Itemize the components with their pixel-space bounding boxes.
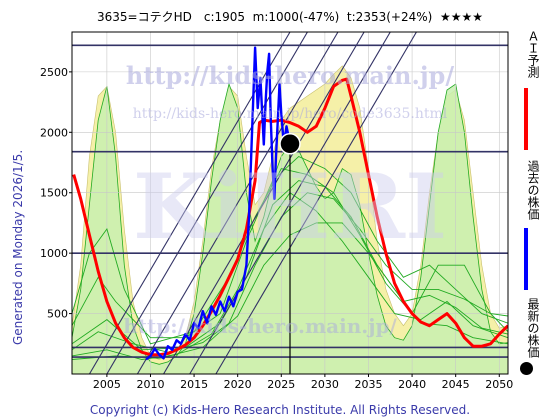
chart-title: 3635=コテクHD c:1905 m:1000(-47%) t:2353(+2… (97, 10, 483, 24)
legend: ＡＩ予測 過去の株価 最新の株価 (514, 30, 542, 380)
legend-latest-label: 最新の株価 (526, 298, 540, 358)
copyright-text: Copyright (c) Kids-Hero Research Institu… (89, 403, 471, 417)
ai-forecast-line (72, 77, 508, 357)
plot-frame (71, 31, 509, 375)
x-tick-label: 2010 (136, 378, 164, 391)
y-tick-label: 1000 (40, 247, 68, 260)
x-tick-label: 2030 (311, 378, 339, 391)
x-tick-label: 2020 (224, 378, 252, 391)
model-line (72, 155, 508, 339)
model-line (72, 180, 508, 351)
y-tick-label: 2500 (40, 66, 68, 79)
x-tick-label: 2050 (485, 378, 513, 391)
watermark-url-code: http://kids-hero.main.jp/hero/code3635.h… (133, 106, 448, 122)
plot-area (72, 32, 508, 374)
plot-border (71, 31, 509, 375)
y-tick-label: 500 (47, 308, 68, 321)
x-tick-label: 2025 (267, 378, 295, 391)
latest-price-dot (279, 133, 301, 155)
trend-line (136, 32, 339, 374)
x-tick-label: 2045 (442, 378, 470, 391)
watermark-url-bottom: http://kids-hero.main.jp/ (123, 314, 397, 338)
x-tick-label: 2015 (180, 378, 208, 391)
legend-ai-swatch (524, 88, 528, 150)
model-line (72, 222, 508, 360)
x-tick-label: 2040 (398, 378, 426, 391)
generated-note-text: Generated on Monday 2026/1/5. (11, 150, 25, 345)
y-tick-label: 2000 (40, 126, 68, 139)
watermark-url-main: http://kids-hero.main.jp/ (126, 61, 454, 90)
y-tick-label: 1500 (40, 187, 68, 200)
model-line (72, 168, 508, 345)
legend-past-label: 過去の株価 (526, 160, 540, 220)
axes: 2005 2010 2015 2020 2025 2030 2035 2040 2045 2050… (40, 66, 513, 391)
watermark-brand: KiHRI (133, 154, 447, 260)
generated-note: Generated on Monday 2026/1/5. (11, 150, 25, 345)
legend-latest-dot (520, 362, 533, 375)
trend-line (215, 32, 417, 374)
x-tick-label: 2035 (354, 378, 382, 391)
past-price-line (145, 46, 292, 361)
legend-ai-label: ＡＩ予測 (526, 30, 540, 78)
legend-past-swatch (524, 228, 528, 290)
watermark-layer: http://kids-hero.main.jp/http://kids-her… (123, 61, 454, 338)
x-tick-label: 2005 (93, 378, 121, 391)
trend-line (163, 32, 365, 374)
trend-line (106, 32, 308, 374)
